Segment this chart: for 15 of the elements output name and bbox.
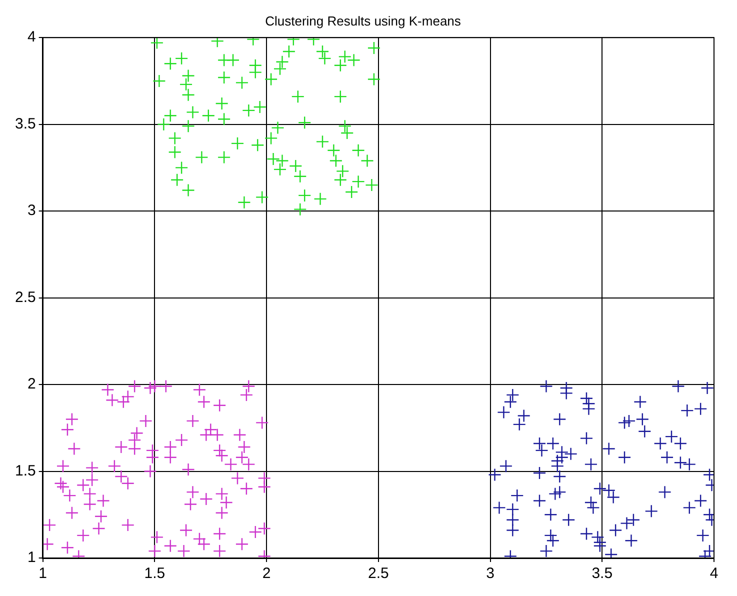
x-tick-label: 2.5: [368, 565, 389, 582]
chart-title: Clustering Results using K-means: [265, 13, 462, 28]
x-tick-label: 3: [486, 565, 494, 582]
x-tick-label: 1: [38, 565, 48, 582]
x-tick-label: 4: [710, 565, 718, 582]
x-tick-label: 3.5: [592, 565, 613, 582]
y-tick-label: 2.5: [14, 288, 36, 306]
x-tick-label: 1.5: [144, 565, 166, 582]
y-tick-label: 2: [28, 376, 36, 393]
y-tick-label: 1.5: [14, 462, 36, 480]
x-tick-label: 2: [262, 565, 271, 582]
y-tick-label: 3.5: [14, 115, 36, 132]
y-tick-label: 1: [28, 549, 36, 566]
y-tick-label: 3: [28, 202, 36, 220]
y-tick-label: 4: [28, 28, 36, 46]
